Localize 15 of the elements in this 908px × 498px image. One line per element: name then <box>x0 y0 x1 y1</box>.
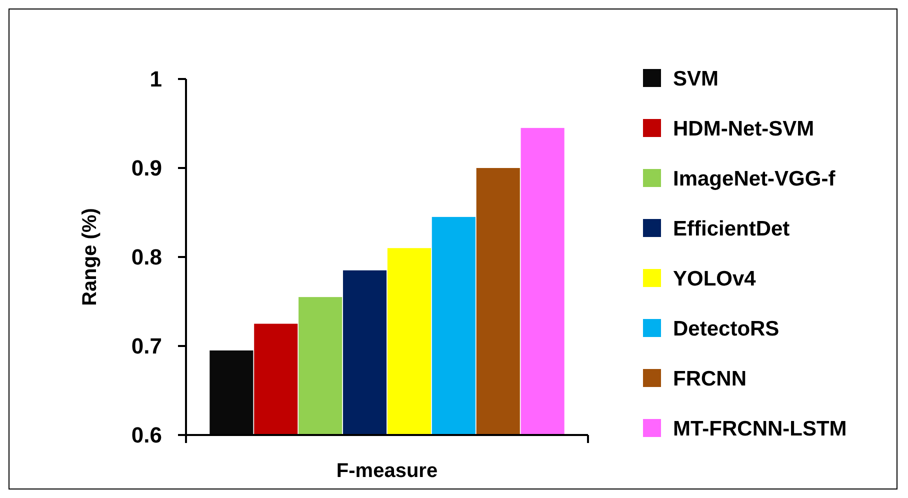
legend-label: EfficientDet <box>673 217 790 240</box>
legend-label: FRCNN <box>673 367 746 390</box>
y-tick-label: 1 <box>150 66 162 92</box>
legend-label: HDM-Net-SVM <box>673 117 814 140</box>
legend-label: YOLOv4 <box>673 267 756 290</box>
y-axis-title: Range (%) <box>79 208 101 306</box>
x-axis-title: F-measure <box>336 460 438 482</box>
y-tick-label: 0.7 <box>131 334 162 359</box>
y-tick-label: 0.9 <box>131 156 162 181</box>
y-tick-label: 0.8 <box>131 244 162 270</box>
y-tick-label: 0.6 <box>131 422 162 448</box>
legend-label: DetectoRS <box>673 317 780 340</box>
legend-label: SVM <box>673 67 719 90</box>
legend-label: ImageNet-VGG-f <box>673 167 836 190</box>
legend-label: MT-FRCNN-LSTM <box>673 417 847 440</box>
